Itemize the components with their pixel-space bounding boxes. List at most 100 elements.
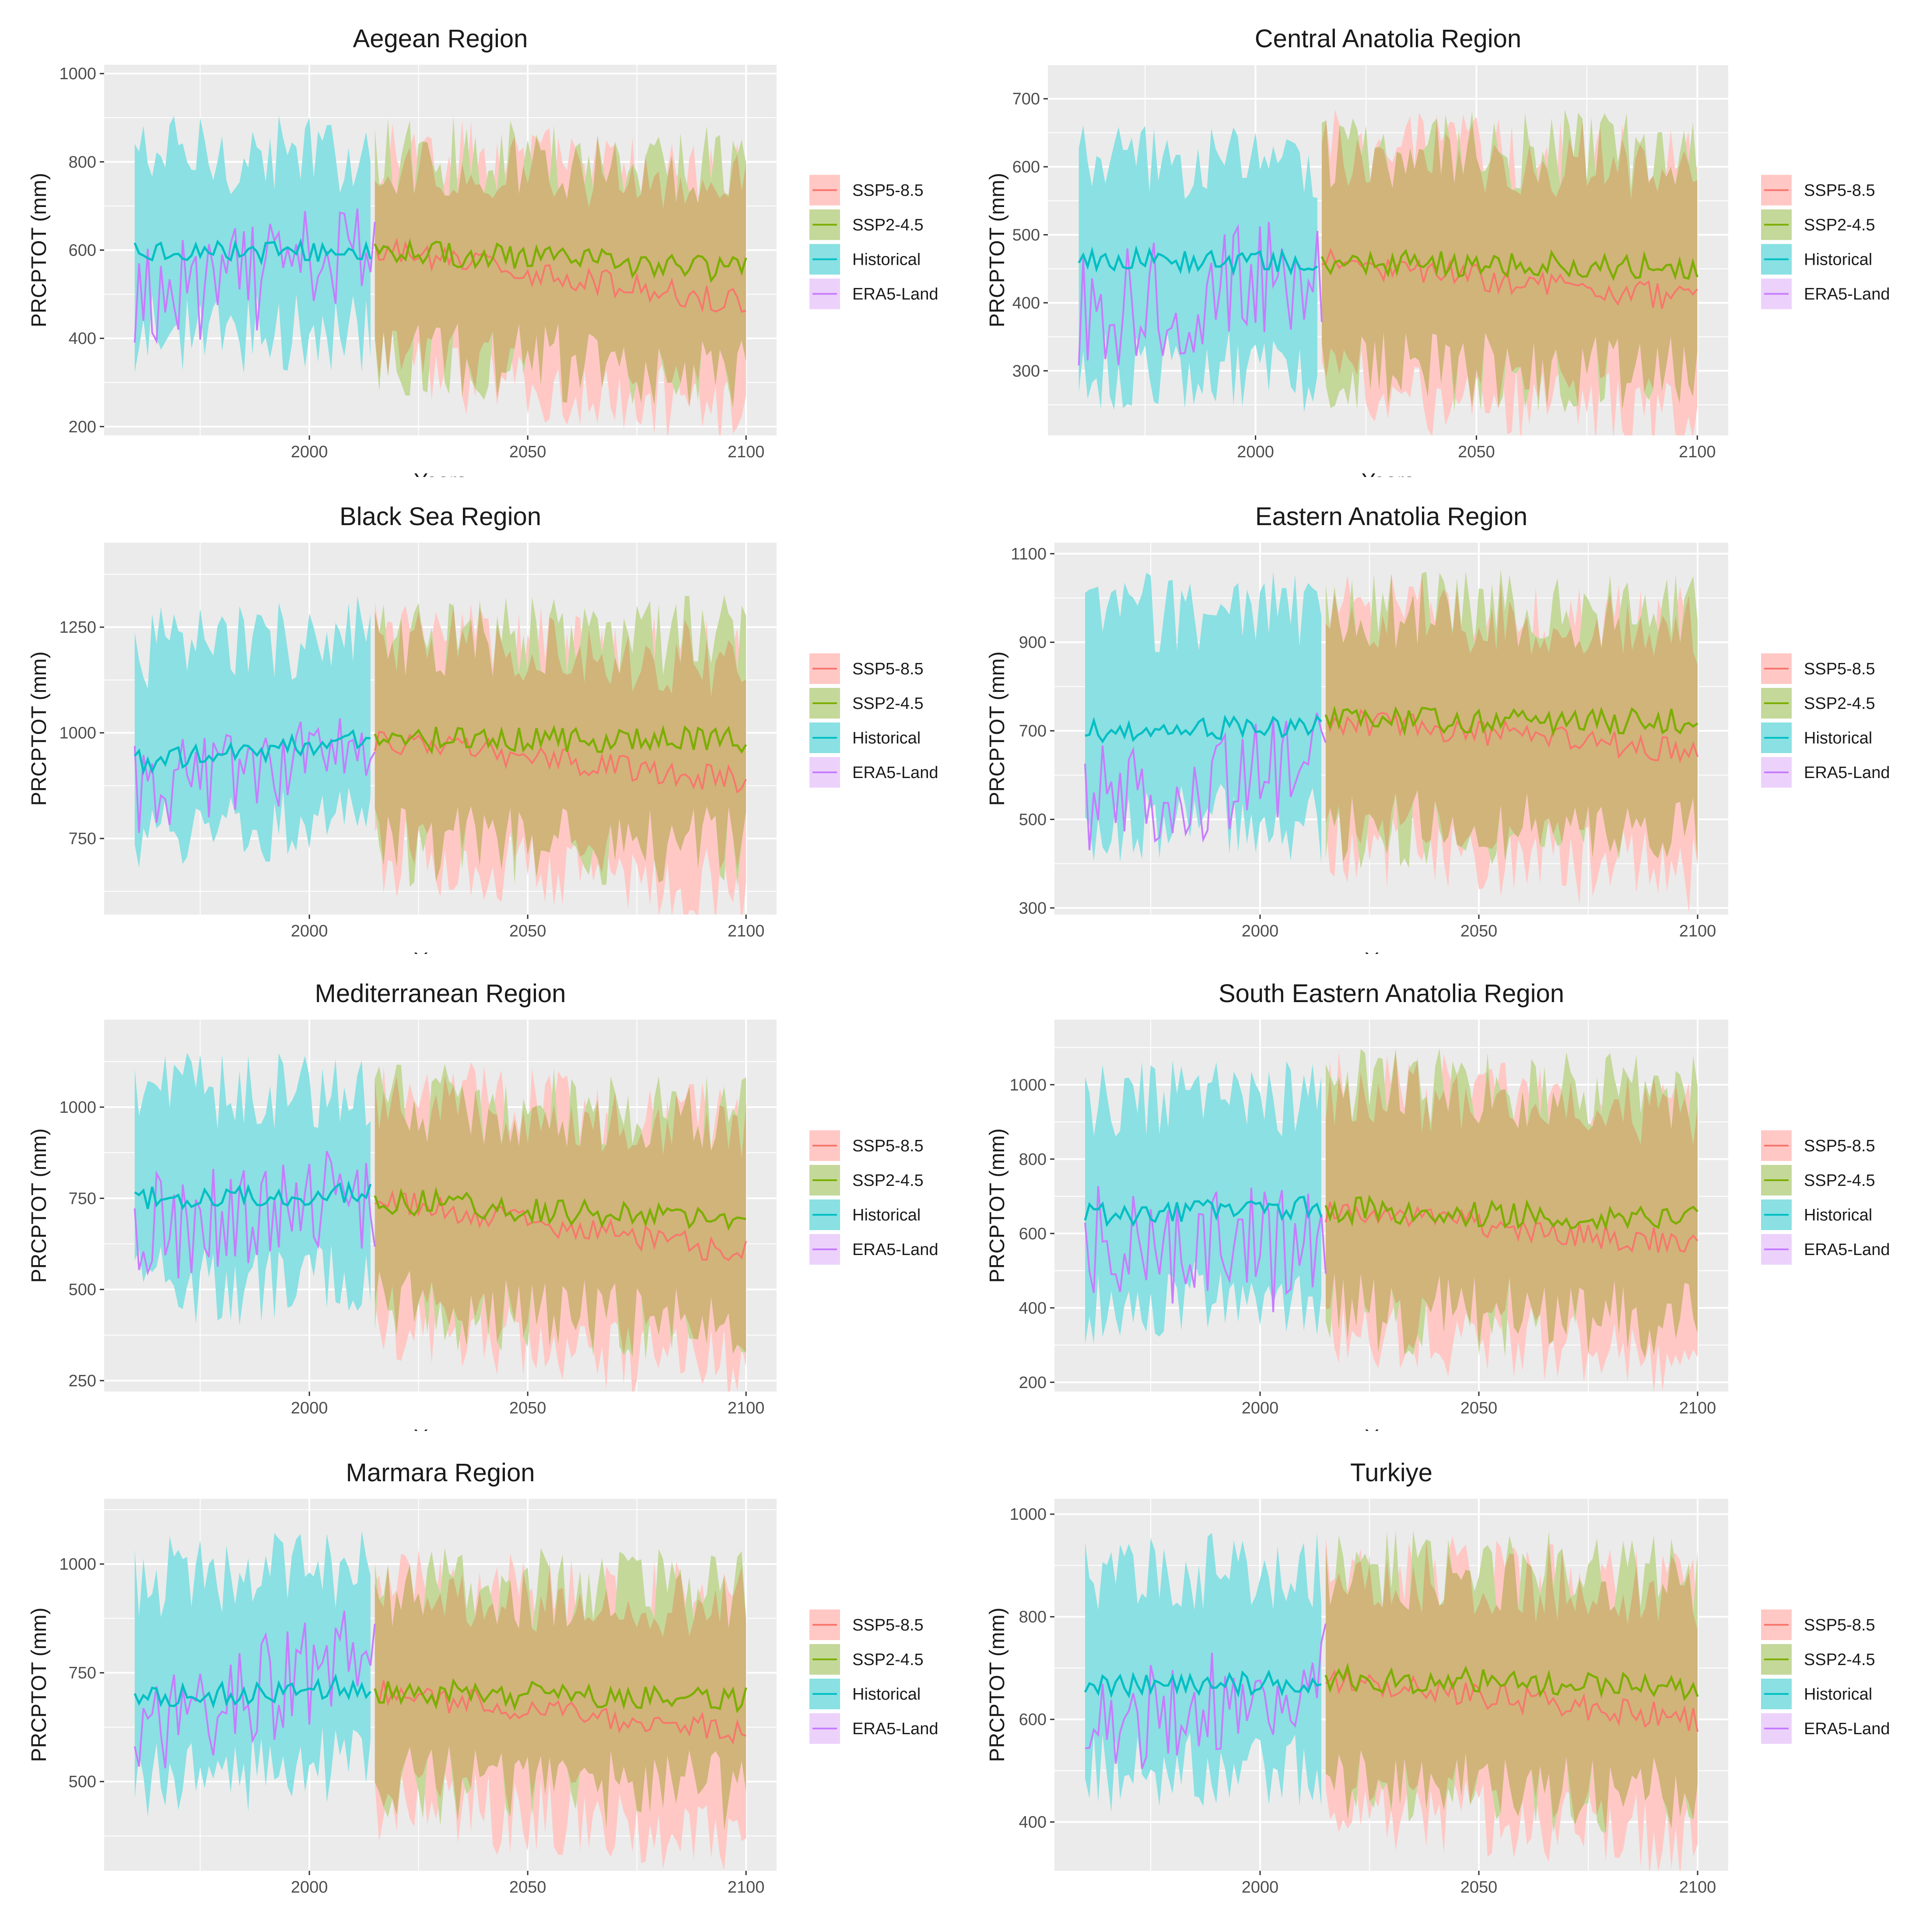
legend-label: SSP2-4.5 bbox=[852, 694, 924, 713]
y-tick-label: 600 bbox=[1019, 1711, 1047, 1729]
legend: SSP5-8.5 SSP2-4.5 Historical ERA5-Land bbox=[809, 653, 938, 788]
x-tick-label: 2100 bbox=[728, 443, 765, 461]
era5-land-line bbox=[1085, 1623, 1327, 1769]
chart-panel: Aegean Region 2000 2050 2100 200 400 600 800 100… bbox=[0, 0, 958, 477]
y-tick-label: 750 bbox=[69, 830, 96, 848]
series-group bbox=[1078, 109, 1698, 435]
y-tick-label: 1000 bbox=[59, 1098, 96, 1117]
chart-panel: Marmara Region 2000 2050 2100 500 750 1000 Year… bbox=[0, 1431, 958, 1908]
y-tick-label: 400 bbox=[69, 330, 96, 348]
y-tick-label: 1250 bbox=[59, 618, 96, 637]
y-tick-label: 700 bbox=[1019, 722, 1047, 740]
series-group bbox=[133, 1052, 747, 1392]
legend-label: ERA5-Land bbox=[1804, 1241, 1890, 1259]
x-tick-label: 2000 bbox=[291, 443, 328, 461]
y-tick-label: 500 bbox=[1012, 226, 1040, 245]
y-tick-label: 800 bbox=[69, 153, 96, 172]
era5-land-line bbox=[1084, 1186, 1327, 1312]
y-tick-label: 1100 bbox=[1011, 545, 1047, 563]
legend: SSP5-8.5 SSP2-4.5 Historical ERA5-Land bbox=[809, 1130, 938, 1265]
x-tick-label: 2050 bbox=[1460, 1878, 1498, 1897]
scenario-overlap-ribbon bbox=[1326, 1052, 1698, 1358]
y-tick-label: 400 bbox=[1019, 1299, 1047, 1318]
x-tick-label: 2100 bbox=[1679, 922, 1716, 940]
y-tick-label: 600 bbox=[1019, 1225, 1047, 1243]
x-tick-label: 2100 bbox=[1679, 443, 1716, 461]
legend-label: SSP5-8.5 bbox=[852, 182, 924, 200]
x-tick-label: 2000 bbox=[1242, 922, 1279, 940]
series-group bbox=[133, 1530, 747, 1870]
x-tick-label: 2000 bbox=[291, 1878, 328, 1897]
series-group bbox=[133, 116, 747, 435]
y-tick-label: 200 bbox=[69, 418, 96, 436]
legend-label: ERA5-Land bbox=[1804, 1720, 1890, 1738]
ssp245-line bbox=[1324, 705, 1698, 737]
y-axis-label: PRCPTOT (mm) bbox=[986, 1608, 1009, 1762]
y-tick-label: 500 bbox=[69, 1281, 96, 1299]
chart-svg: Eastern Anatolia Region 2000 2050 2100 300 50… bbox=[986, 502, 1890, 954]
chart-title: Mediterranean Region bbox=[315, 979, 566, 1008]
y-tick-label: 1000 bbox=[1009, 1076, 1047, 1094]
scenario-overlap-ribbon bbox=[1326, 573, 1698, 865]
y-tick-label: 250 bbox=[69, 1372, 96, 1390]
legend-label: SSP5-8.5 bbox=[1804, 660, 1875, 678]
legend-label: Historical bbox=[1804, 1685, 1872, 1704]
x-axis-label: Years bbox=[414, 470, 467, 477]
x-tick-label: 2050 bbox=[509, 1878, 546, 1897]
x-axis-label: Years bbox=[1365, 1905, 1418, 1908]
chart-svg: Central Anatolia Region 2000 2050 2100 300 40… bbox=[986, 25, 1890, 477]
historical-line bbox=[1084, 1669, 1322, 1699]
legend-label: Historical bbox=[852, 1685, 921, 1704]
ssp245-line bbox=[374, 1186, 746, 1231]
chart-panel: South Eastern Anatolia Region 2000 2050 210… bbox=[958, 954, 1916, 1431]
legend-label: Historical bbox=[852, 729, 921, 747]
y-tick-label: 1000 bbox=[59, 724, 96, 743]
legend-label: Historical bbox=[1804, 1206, 1872, 1224]
y-tick-label: 200 bbox=[1019, 1374, 1047, 1392]
legend-label: ERA5-Land bbox=[1804, 285, 1890, 304]
legend-label: SSP2-4.5 bbox=[852, 216, 924, 235]
y-tick-label: 1000 bbox=[59, 65, 96, 83]
x-axis-label: Years bbox=[1365, 949, 1418, 954]
y-axis-label: PRCPTOT (mm) bbox=[986, 652, 1009, 806]
y-tick-label: 600 bbox=[69, 242, 96, 260]
legend-label: ERA5-Land bbox=[852, 764, 938, 782]
ssp585-line bbox=[374, 1189, 747, 1261]
chart-title: Eastern Anatolia Region bbox=[1255, 502, 1527, 531]
legend-label: SSP2-4.5 bbox=[1804, 694, 1875, 713]
y-tick-label: 400 bbox=[1012, 294, 1040, 312]
scenario-overlap-ribbon bbox=[375, 1565, 746, 1831]
x-tick-label: 2000 bbox=[291, 922, 328, 940]
historical-line bbox=[134, 1180, 372, 1210]
ssp585-line bbox=[1325, 708, 1698, 764]
legend-label: SSP2-4.5 bbox=[852, 1171, 924, 1190]
chart-panel: Black Sea Region 2000 2050 2100 750 1000 1250 Y… bbox=[0, 477, 958, 954]
chart-svg: Mediterranean Region 2000 2050 2100 250 500 75… bbox=[28, 979, 938, 1431]
x-tick-label: 2050 bbox=[509, 922, 546, 940]
chart-svg: Turkiye 2000 2050 2100 400 600 800 1000 Years PRC… bbox=[986, 1459, 1890, 1908]
y-tick-label: 600 bbox=[1012, 158, 1040, 176]
y-tick-label: 700 bbox=[1012, 90, 1040, 109]
x-tick-label: 2100 bbox=[728, 1399, 765, 1417]
chart-title: Turkiye bbox=[1350, 1459, 1432, 1487]
historical-ribbon bbox=[134, 1052, 371, 1325]
era5-land-line bbox=[133, 718, 376, 833]
y-tick-label: 300 bbox=[1019, 899, 1047, 918]
historical-line bbox=[134, 729, 371, 776]
x-tick-label: 2100 bbox=[1679, 1878, 1716, 1897]
y-tick-label: 800 bbox=[1019, 1150, 1047, 1169]
scenario-overlap-ribbon bbox=[375, 136, 746, 408]
legend: SSP5-8.5 SSP2-4.5 Historical ERA5-Land bbox=[1761, 653, 1890, 788]
x-tick-label: 2000 bbox=[1237, 443, 1274, 461]
chart-panel: Mediterranean Region 2000 2050 2100 250 500 75… bbox=[0, 954, 958, 1431]
legend-label: SSP5-8.5 bbox=[1804, 1137, 1875, 1155]
historical-line bbox=[1085, 714, 1322, 743]
legend-label: SSP5-8.5 bbox=[852, 1616, 924, 1634]
legend-label: SSP5-8.5 bbox=[1804, 182, 1875, 200]
chart-svg: Black Sea Region 2000 2050 2100 750 1000 1250 Y… bbox=[28, 502, 938, 954]
legend: SSP5-8.5 SSP2-4.5 Historical ERA5-Land bbox=[1761, 1130, 1890, 1265]
scenario-overlap-ribbon bbox=[1326, 1540, 1698, 1834]
y-tick-label: 300 bbox=[1012, 362, 1040, 380]
legend-label: SSP5-8.5 bbox=[852, 1137, 924, 1155]
series-group bbox=[1084, 1530, 1699, 1871]
